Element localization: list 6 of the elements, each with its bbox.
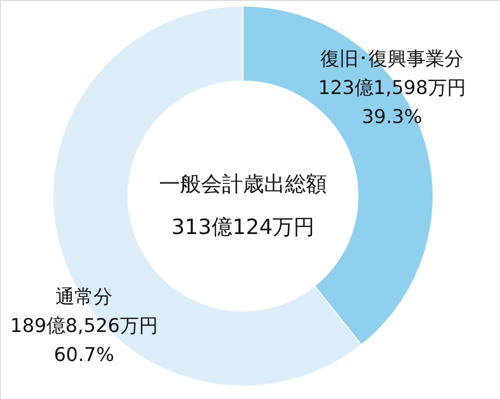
slice-label: 復旧･復興事業分 bbox=[320, 48, 464, 70]
text: 313億124万円 bbox=[171, 215, 315, 239]
slice-label: 通常分 bbox=[56, 286, 112, 308]
text: 一般会計歳出総額 bbox=[159, 172, 327, 196]
data-label: 123億1,598万円 39.3% bbox=[318, 77, 466, 128]
data-label: 189億8,526万円 60.7% bbox=[10, 315, 158, 366]
